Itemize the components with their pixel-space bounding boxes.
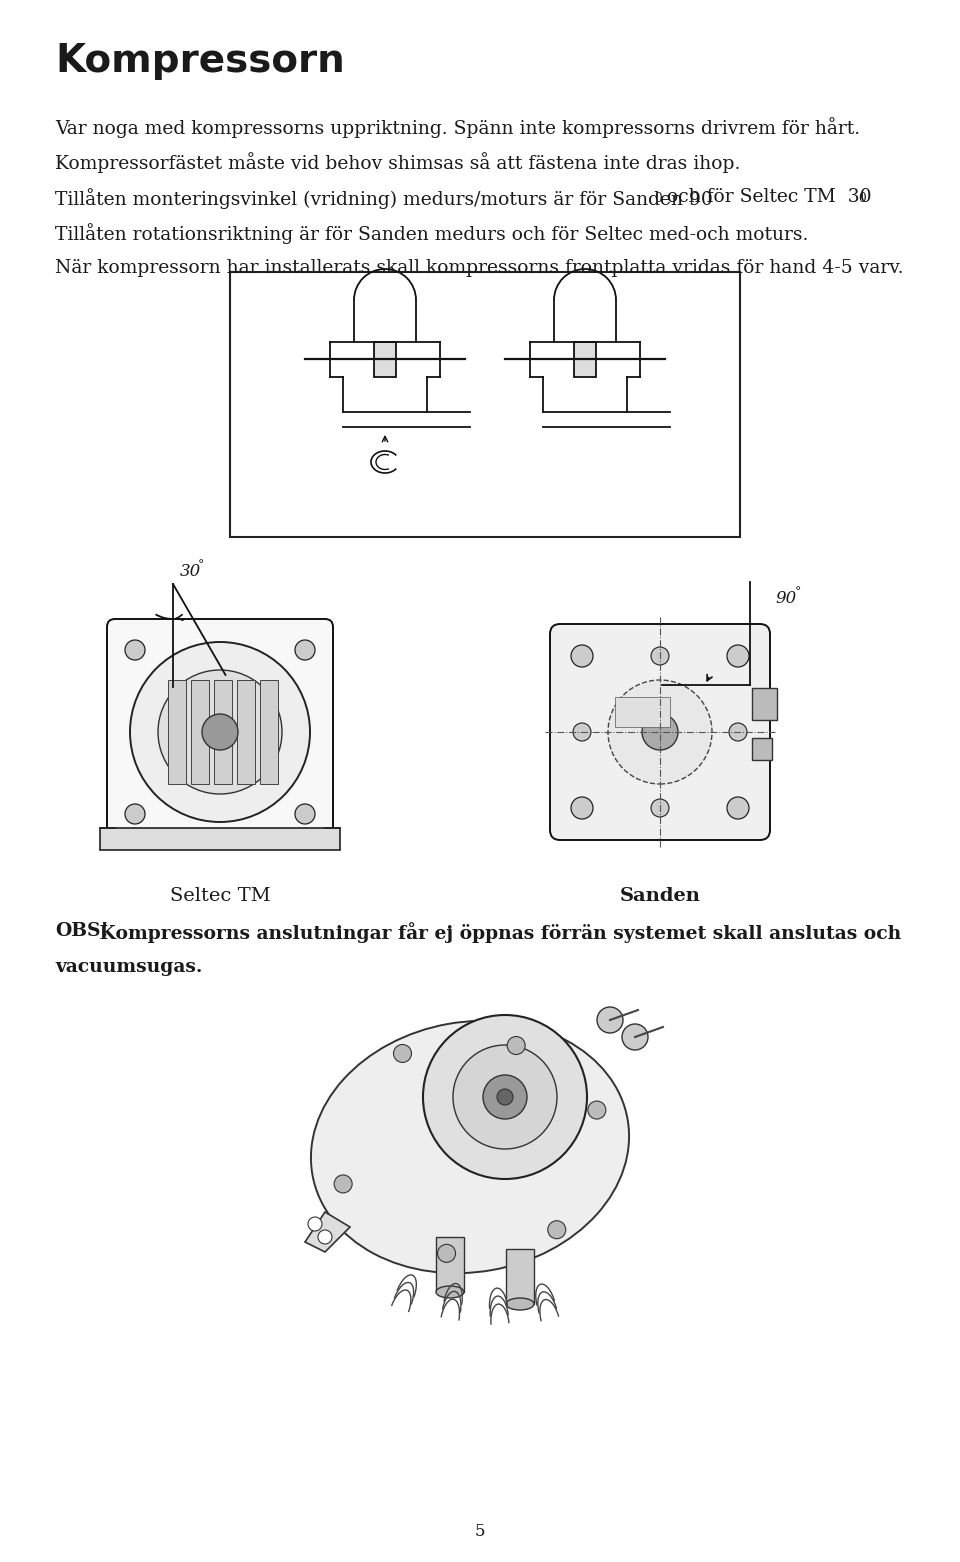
Polygon shape: [305, 1212, 350, 1253]
Bar: [436, 1237, 464, 1292]
Circle shape: [308, 1217, 322, 1231]
Circle shape: [318, 1229, 332, 1243]
Text: OBS!: OBS!: [55, 922, 108, 940]
FancyBboxPatch shape: [550, 623, 770, 840]
Text: vacuumsugas.: vacuumsugas.: [55, 958, 203, 976]
Circle shape: [295, 640, 315, 661]
Bar: [230, 272, 740, 537]
Circle shape: [571, 645, 593, 667]
Bar: [100, 828, 340, 850]
Bar: [237, 679, 255, 784]
Text: Kompressorns anslutningar får ej öppnas förrän systemet skall anslutas och: Kompressorns anslutningar får ej öppnas …: [93, 922, 901, 943]
Ellipse shape: [311, 1022, 629, 1273]
Text: När kompressorn har installerats skall kompressorns frontplatta vridas för hand : När kompressorn har installerats skall k…: [55, 259, 903, 276]
Circle shape: [608, 679, 712, 784]
Bar: [191, 679, 209, 784]
Circle shape: [483, 1075, 527, 1118]
Text: Kompressorn: Kompressorn: [55, 42, 345, 80]
Bar: [615, 697, 670, 726]
Ellipse shape: [436, 1286, 464, 1298]
Circle shape: [453, 1045, 557, 1150]
Text: Tillåten rotationsriktning är för Sanden medurs och för Seltec med-och moturs.: Tillåten rotationsriktning är för Sanden…: [55, 223, 808, 245]
Text: °: °: [795, 586, 802, 598]
Circle shape: [597, 1007, 623, 1032]
Text: Kompressorfästet måste vid behov shimsas så att fästena inte dras ihop.: Kompressorfästet måste vid behov shimsas…: [55, 153, 740, 173]
Text: Tillåten monteringsvinkel (vridning) medurs/moturs är för Sanden 90: Tillåten monteringsvinkel (vridning) med…: [55, 187, 713, 209]
Circle shape: [588, 1101, 606, 1118]
Circle shape: [130, 642, 310, 822]
Bar: [574, 342, 596, 376]
Circle shape: [548, 1221, 565, 1239]
Bar: [168, 679, 186, 784]
Circle shape: [729, 723, 747, 740]
Circle shape: [158, 670, 282, 793]
Circle shape: [202, 714, 238, 750]
Circle shape: [438, 1245, 456, 1262]
Text: 0: 0: [858, 192, 866, 205]
Text: 0: 0: [655, 192, 662, 205]
FancyBboxPatch shape: [107, 619, 333, 840]
Circle shape: [334, 1175, 352, 1193]
Circle shape: [125, 640, 145, 661]
Bar: [374, 342, 396, 376]
Bar: [752, 737, 772, 761]
Bar: [260, 679, 278, 784]
Circle shape: [394, 1045, 412, 1062]
Text: Seltec TM: Seltec TM: [170, 887, 271, 904]
Text: och för Seltec TM  30: och för Seltec TM 30: [660, 187, 872, 206]
Circle shape: [651, 647, 669, 665]
Circle shape: [507, 1037, 525, 1054]
Text: °: °: [198, 559, 204, 572]
Text: 90: 90: [775, 590, 796, 608]
Circle shape: [295, 804, 315, 825]
Circle shape: [423, 1015, 587, 1179]
Circle shape: [571, 797, 593, 818]
Circle shape: [125, 804, 145, 825]
Ellipse shape: [506, 1298, 534, 1311]
Bar: [214, 679, 232, 784]
Circle shape: [727, 645, 749, 667]
Circle shape: [497, 1089, 513, 1104]
Circle shape: [642, 714, 678, 750]
Text: Var noga med kompressorns uppriktning. Spänn inte kompressorns drivrem för hårt.: Var noga med kompressorns uppriktning. S…: [55, 117, 860, 137]
Circle shape: [622, 1025, 648, 1050]
Circle shape: [651, 800, 669, 817]
Text: 5: 5: [475, 1523, 485, 1540]
Circle shape: [727, 797, 749, 818]
Bar: [506, 1250, 534, 1304]
Text: 30: 30: [180, 562, 202, 580]
Circle shape: [573, 723, 591, 740]
Text: Sanden: Sanden: [619, 887, 701, 904]
Bar: [752, 687, 777, 720]
